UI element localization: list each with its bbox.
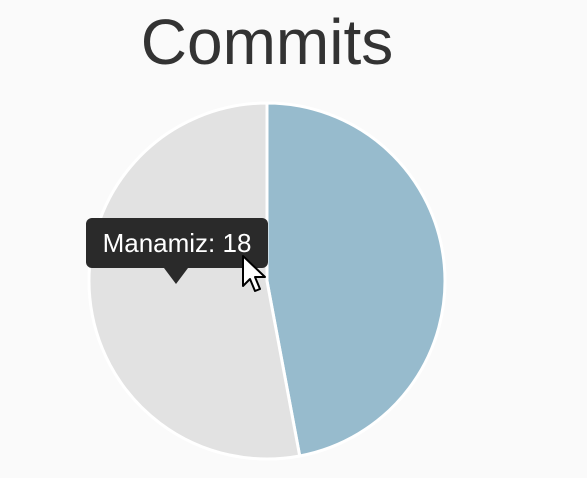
pie-slice-manamiz[interactable] (87, 101, 302, 461)
pie-slice-series-1[interactable] (265, 101, 447, 458)
arrow-cursor-icon (242, 255, 266, 292)
tooltip-arrow (164, 268, 188, 284)
chart-tooltip: Manamiz: 18 (86, 218, 268, 268)
chart-title: Commits (140, 6, 394, 78)
